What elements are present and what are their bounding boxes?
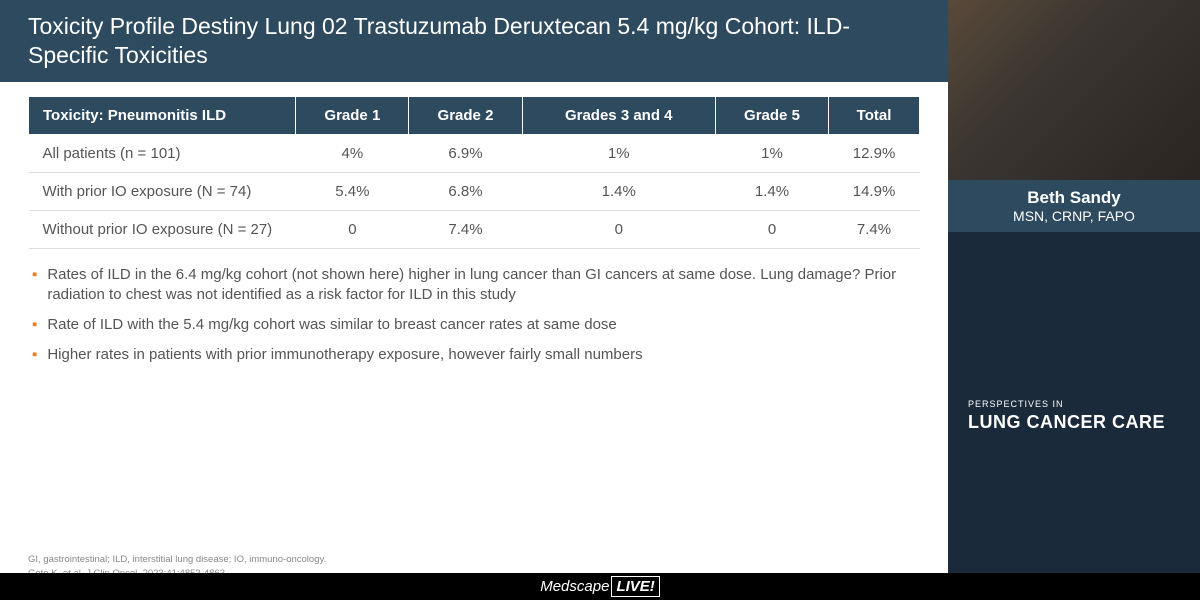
presenter-video bbox=[948, 0, 1200, 180]
list-item: ▪Higher rates in patients with prior imm… bbox=[32, 345, 920, 365]
col-header: Total bbox=[829, 96, 920, 134]
toxicity-table: Toxicity: Pneumonitis ILD Grade 1 Grade … bbox=[28, 96, 920, 249]
brand-logo: Medscape bbox=[540, 578, 609, 595]
col-header: Grade 2 bbox=[409, 96, 522, 134]
table-row: All patients (n = 101) 4% 6.9% 1% 1% 12.… bbox=[29, 134, 920, 172]
program-logo: PERSPECTIVES IN LUNG CANCER CARE bbox=[948, 232, 1200, 600]
col-header: Grade 1 bbox=[296, 96, 409, 134]
list-item: ▪Rates of ILD in the 6.4 mg/kg cohort (n… bbox=[32, 265, 920, 306]
slide-panel: Toxicity Profile Destiny Lung 02 Trastuz… bbox=[0, 0, 948, 600]
table-row: Without prior IO exposure (N = 27) 0 7.4… bbox=[29, 210, 920, 248]
presenter-badge: Beth Sandy MSN, CRNP, FAPO bbox=[948, 180, 1200, 232]
col-header: Toxicity: Pneumonitis ILD bbox=[29, 96, 296, 134]
table-row: With prior IO exposure (N = 74) 5.4% 6.8… bbox=[29, 172, 920, 210]
presenter-name: Beth Sandy bbox=[952, 188, 1196, 208]
list-item: ▪Rate of ILD with the 5.4 mg/kg cohort w… bbox=[32, 315, 920, 335]
slide-title: Toxicity Profile Destiny Lung 02 Trastuz… bbox=[0, 0, 948, 82]
sidebar-panel: Beth Sandy MSN, CRNP, FAPO PERSPECTIVES … bbox=[948, 0, 1200, 600]
bullet-list: ▪Rates of ILD in the 6.4 mg/kg cohort (n… bbox=[28, 265, 920, 376]
col-header: Grade 5 bbox=[715, 96, 828, 134]
presenter-credentials: MSN, CRNP, FAPO bbox=[952, 208, 1196, 224]
footer-bar: MedscapeLIVE! bbox=[0, 573, 1200, 600]
col-header: Grades 3 and 4 bbox=[522, 96, 715, 134]
